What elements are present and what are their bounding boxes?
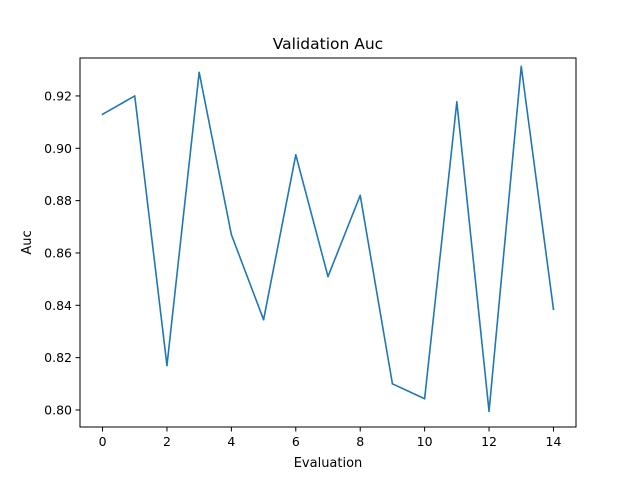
x-tick-label: 10 xyxy=(417,434,433,449)
y-tick-label: 0.90 xyxy=(44,141,72,156)
y-tick-label: 0.82 xyxy=(44,350,72,365)
x-tick-label: 14 xyxy=(546,434,562,449)
data-point xyxy=(520,65,523,68)
plot-area xyxy=(80,58,576,427)
y-axis: 0.80 0.82 0.84 0.86 0.88 0.90 0.92 xyxy=(44,88,80,417)
data-point xyxy=(423,397,426,400)
data-point xyxy=(552,308,555,311)
x-tick-label: 6 xyxy=(292,434,300,449)
data-point xyxy=(294,154,297,156)
chart-title: Validation Auc xyxy=(273,35,383,53)
data-point xyxy=(488,410,490,413)
data-point xyxy=(327,275,329,278)
series-layer xyxy=(101,65,555,413)
x-axis-label: Evaluation xyxy=(294,456,363,471)
data-point xyxy=(391,383,394,385)
data-point xyxy=(456,101,458,103)
y-tick-label: 0.86 xyxy=(44,245,72,260)
x-tick-label: 2 xyxy=(163,434,171,449)
data-point xyxy=(101,113,104,116)
plot-frame xyxy=(79,57,577,428)
y-tick-label: 0.88 xyxy=(44,193,72,208)
x-tick-label: 12 xyxy=(481,434,497,449)
y-tick-label: 0.84 xyxy=(44,298,72,313)
y-tick-label: 0.92 xyxy=(44,88,72,103)
x-tick-label: 4 xyxy=(227,434,235,449)
data-point xyxy=(230,233,233,236)
x-tick-label: 8 xyxy=(356,434,364,449)
data-point xyxy=(359,194,362,197)
x-tick-label: 0 xyxy=(99,434,107,449)
y-axis-label: Auc xyxy=(20,230,35,254)
data-point xyxy=(198,71,200,74)
data-point xyxy=(133,95,136,97)
data-point xyxy=(166,364,168,367)
y-tick-label: 0.80 xyxy=(44,402,72,417)
x-axis: 0 2 4 6 8 10 12 14 xyxy=(99,427,562,449)
data-point xyxy=(262,318,265,321)
